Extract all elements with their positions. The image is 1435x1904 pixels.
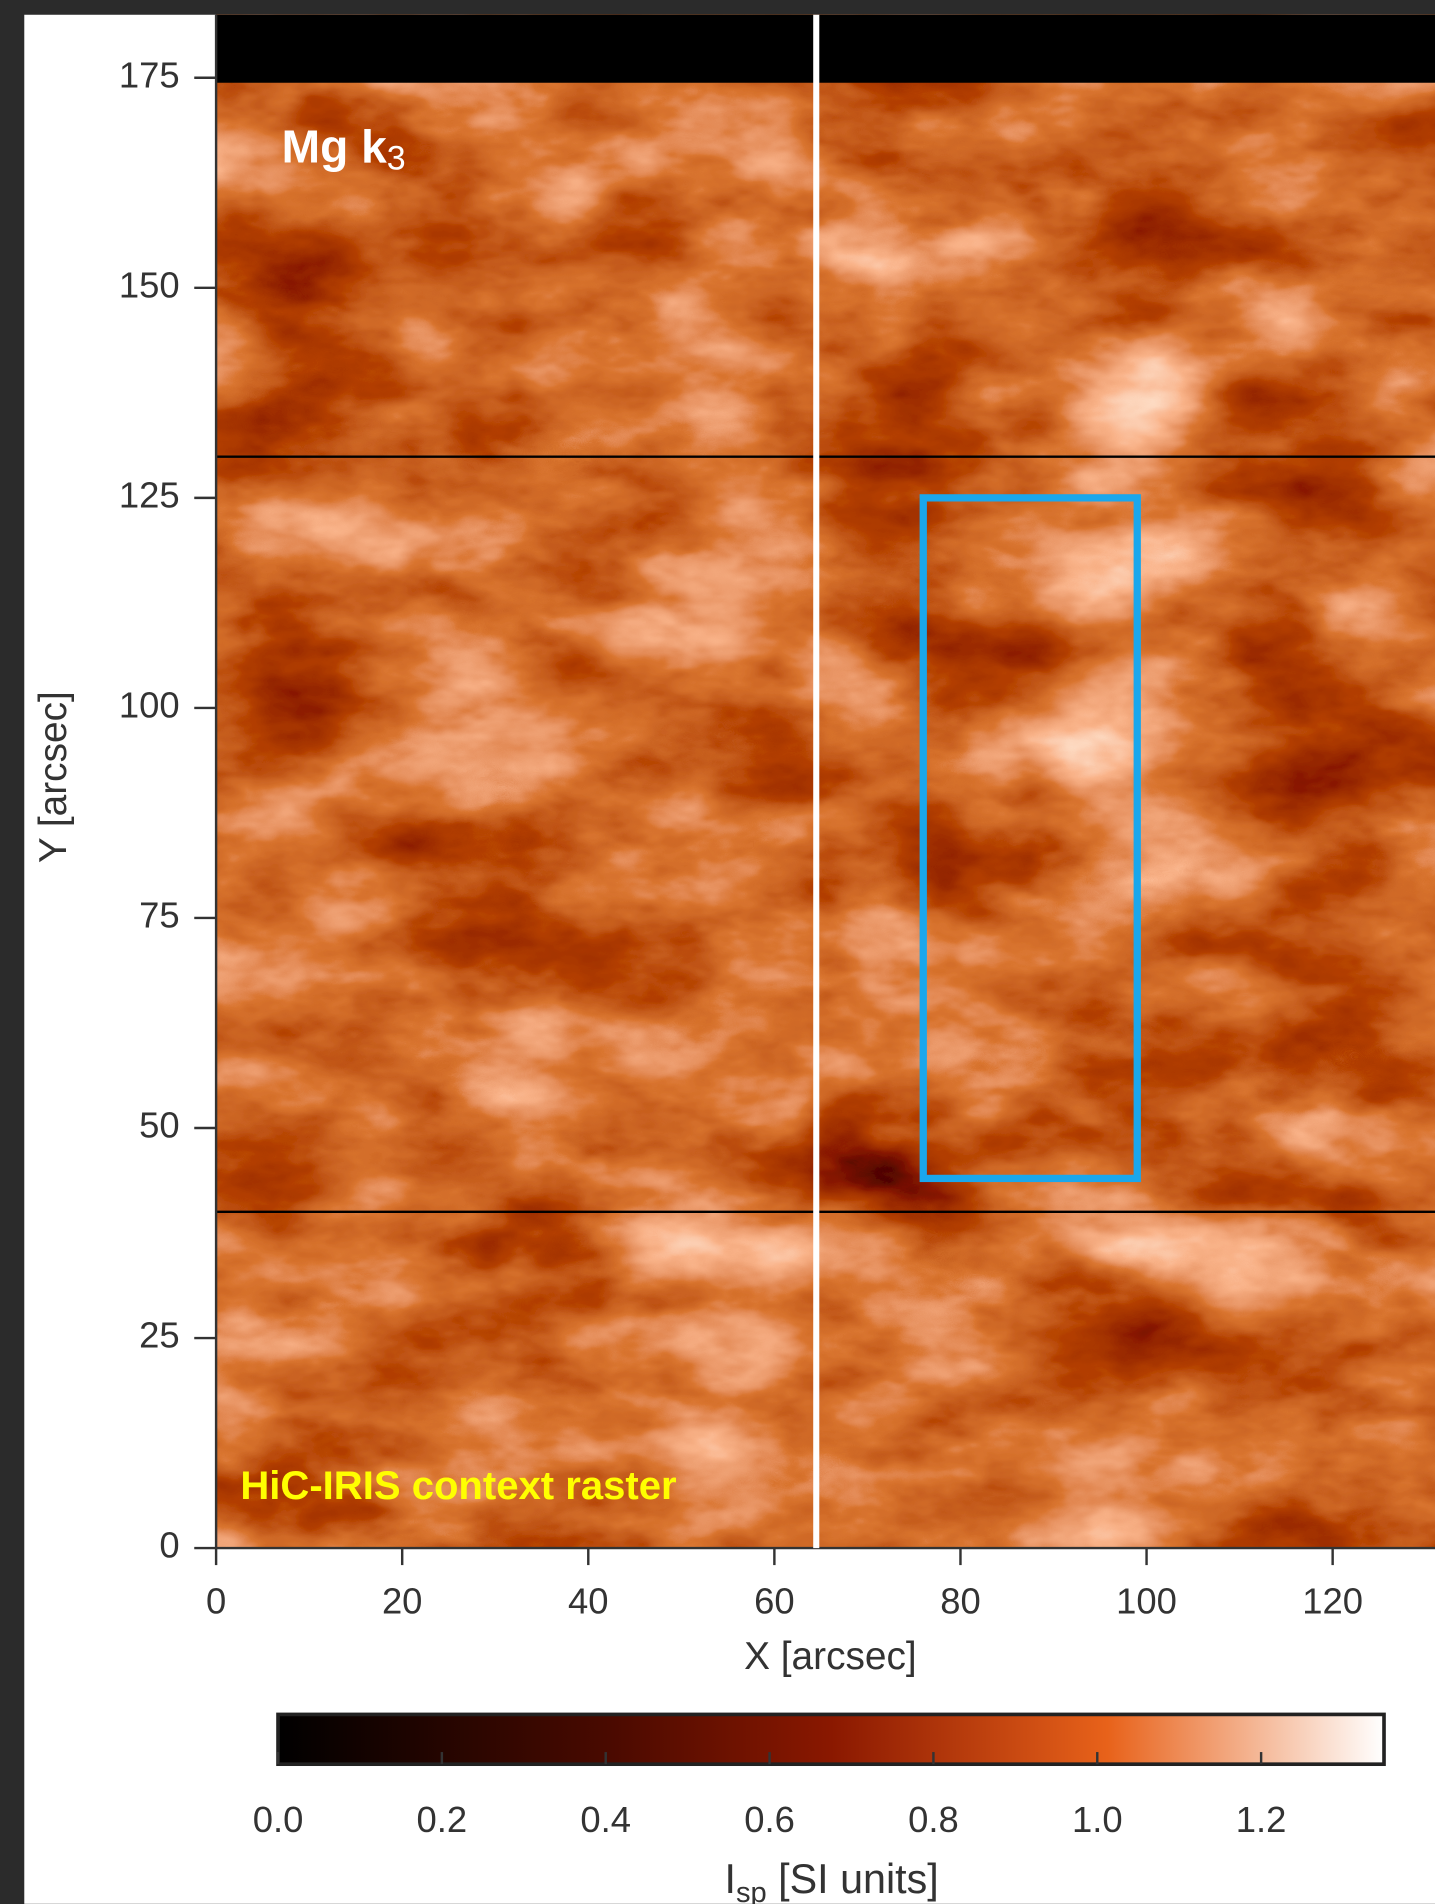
page: Mg k3 HiC-IRIS context raster X [arcsec]… [0, 0, 1435, 1904]
colorbar-tick-label: 0.0 [253, 1799, 304, 1840]
colorbar-tick-label: 1.0 [1072, 1799, 1123, 1840]
colorbar-tick-label: 0.8 [908, 1799, 959, 1840]
y-tick-label: 75 [139, 895, 180, 936]
solar-image [216, 15, 1435, 1548]
annotation: HiC-IRIS context raster [240, 1464, 676, 1508]
y-tick-label: 0 [159, 1525, 179, 1566]
x-tick-label: 20 [382, 1581, 423, 1622]
y-tick-label: 25 [139, 1315, 180, 1356]
x-tick-label: 60 [754, 1581, 794, 1622]
y-tick-label: 125 [119, 474, 180, 515]
colorbar-tick-label: 1.2 [1236, 1799, 1287, 1840]
x-tick-label: 100 [1116, 1581, 1177, 1622]
chart: Mg k3 HiC-IRIS context raster X [arcsec]… [0, 0, 1435, 1904]
y-tick-label: 100 [119, 685, 180, 726]
colorbar [278, 1714, 1384, 1764]
x-axis-label: X [arcsec] [744, 1635, 917, 1678]
y-tick-label: 175 [119, 54, 180, 95]
x-tick-label: 80 [940, 1581, 981, 1622]
x-tick-label: 120 [1302, 1581, 1363, 1622]
x-tick-label: 0 [206, 1581, 226, 1622]
y-tick-label: 50 [139, 1105, 180, 1146]
colorbar-tick-label: 0.2 [417, 1799, 468, 1840]
y-tick-label: 150 [119, 264, 180, 305]
image-padding [216, 15, 1435, 83]
colorbar-tick-label: 0.4 [580, 1799, 631, 1840]
colorbar-tick-label: 0.6 [744, 1799, 795, 1840]
x-tick-label: 40 [568, 1581, 609, 1622]
y-axis-label: Y [arcsec] [32, 691, 75, 863]
